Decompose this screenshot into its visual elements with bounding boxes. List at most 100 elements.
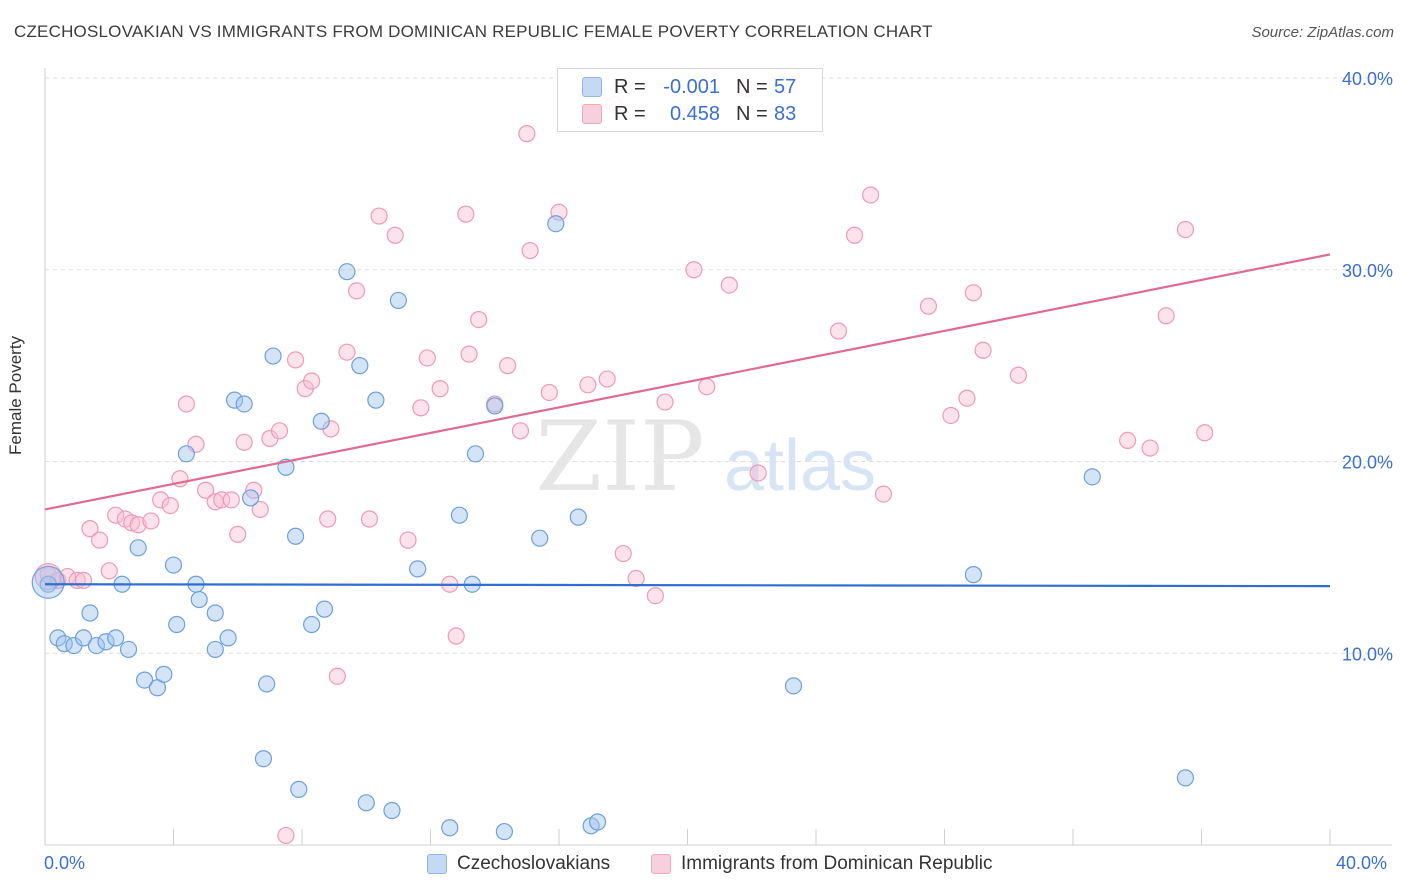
data-point (242, 489, 260, 507)
data-point (97, 633, 115, 651)
legend-label: Czechoslovakians (457, 853, 611, 874)
data-point (399, 531, 417, 549)
data-point (1119, 431, 1137, 450)
data-point (258, 675, 276, 693)
data-point (177, 395, 195, 413)
legend-swatch-blue (427, 854, 447, 874)
data-point (598, 370, 616, 388)
data-point (964, 566, 983, 584)
data-point (874, 485, 893, 503)
data-point (235, 395, 253, 413)
series-blue-points (31, 215, 1195, 841)
data-point (319, 510, 337, 528)
data-point (74, 629, 93, 647)
legend-swatch-blue (582, 77, 602, 97)
legend-swatch-pink (651, 854, 671, 874)
data-point (370, 207, 388, 225)
data-point (142, 512, 160, 530)
data-point (845, 226, 864, 244)
x-tick-label-min: 0.0% (44, 853, 86, 873)
data-point (74, 571, 93, 589)
data-point (277, 826, 295, 845)
data-point (447, 627, 465, 645)
data-point (685, 261, 703, 279)
data-point (521, 241, 539, 260)
data-point (303, 372, 321, 390)
data-point (107, 629, 125, 647)
data-point (225, 391, 244, 409)
data-point (119, 640, 138, 659)
legend-n-value: 57 (774, 75, 797, 98)
data-point (495, 822, 513, 841)
watermark-zip: ZIP (535, 401, 704, 513)
data-point (389, 291, 407, 310)
data-point (107, 506, 125, 524)
data-point (579, 376, 597, 394)
legend-item-dominican[interactable]: Immigrants from Dominican Republic (651, 853, 993, 875)
data-point (235, 433, 253, 451)
legend-r-label: R = (614, 75, 646, 98)
data-point (152, 491, 170, 509)
data-point (264, 347, 282, 365)
data-point (511, 422, 530, 440)
trend-lines (44, 253, 1331, 588)
data-point (206, 640, 224, 659)
data-point (1083, 468, 1101, 486)
data-point (942, 406, 960, 425)
legend-r-value: -0.001 (663, 75, 720, 98)
x-tick-label-max: 40.0% (1336, 853, 1388, 873)
data-point (974, 341, 992, 359)
data-point (168, 615, 186, 634)
data-point (1176, 220, 1195, 239)
data-point (418, 349, 436, 367)
data-point (251, 500, 269, 519)
y-tick-labels: 10.0% 20.0% 30.0% 40.0% (1342, 69, 1393, 664)
data-point (470, 311, 488, 329)
data-point (161, 497, 179, 515)
correlation-legend: R = -0.001 N = 57 R = 0.458 N = 83 (557, 68, 823, 132)
data-point (206, 604, 224, 622)
data-point (81, 520, 99, 538)
data-point (784, 677, 803, 695)
series-pink-points (34, 80, 1214, 845)
y-tick-label: 20.0% (1342, 453, 1393, 473)
data-point (190, 590, 208, 609)
data-point (499, 357, 517, 375)
data-point (698, 378, 716, 396)
data-point (222, 491, 240, 509)
data-point (155, 665, 173, 683)
data-point (129, 539, 147, 557)
data-point (1176, 769, 1195, 787)
data-point (49, 629, 67, 647)
data-point (540, 383, 558, 402)
data-point (1196, 424, 1214, 442)
data-point (312, 412, 330, 430)
legend-item-czechoslovakians[interactable]: Czechoslovakians (427, 853, 610, 875)
data-point (328, 667, 346, 685)
data-point (219, 629, 237, 647)
data-point (460, 345, 478, 363)
data-point (383, 801, 401, 820)
data-point (588, 813, 607, 831)
data-point (720, 276, 738, 294)
data-point (518, 125, 536, 143)
chart-title: CZECHOSLOVAKIAN VS IMMIGRANTS FROM DOMIN… (14, 22, 933, 41)
data-point (360, 510, 379, 528)
data-point (123, 514, 141, 532)
data-point (749, 464, 767, 482)
data-point (646, 587, 664, 605)
legend-n-label: N = (736, 102, 768, 125)
legend-r-label: R = (614, 102, 646, 125)
data-point (338, 343, 356, 361)
data-point (357, 794, 375, 812)
legend-row-blue: R = -0.001 N = 57 (582, 74, 796, 100)
data-point (457, 205, 475, 223)
data-point (100, 562, 118, 580)
trend-line-pink (44, 253, 1331, 511)
legend-swatch-pink (582, 104, 602, 124)
data-point (286, 527, 305, 545)
source-credit: Source: ZipAtlas.com (1251, 24, 1394, 41)
data-point (87, 636, 106, 655)
gridlines (45, 77, 1392, 654)
data-point (862, 186, 880, 204)
